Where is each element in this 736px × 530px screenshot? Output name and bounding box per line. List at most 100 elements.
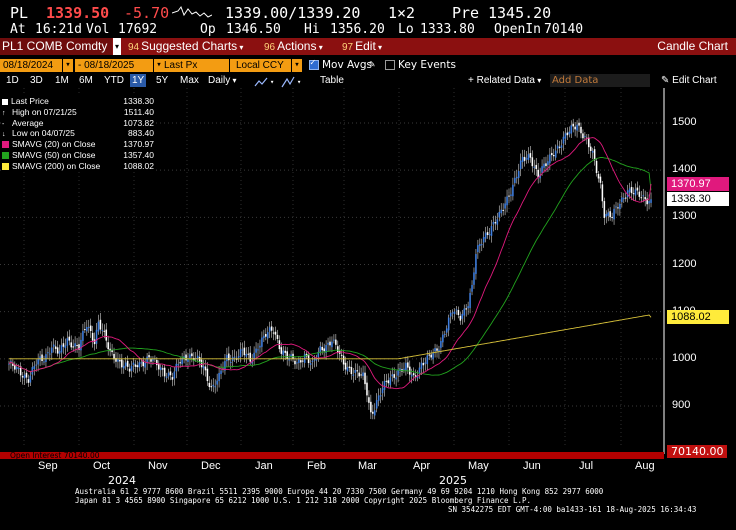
draw-tool-icon[interactable] xyxy=(281,74,295,88)
sma-50-line xyxy=(8,156,652,376)
period-3d[interactable]: 3D xyxy=(30,75,43,86)
candle-body xyxy=(646,198,648,205)
candle-body xyxy=(568,131,571,135)
edit-chart-label: Edit Chart xyxy=(672,75,717,86)
edit-chart-button[interactable]: ✎ Edit Chart xyxy=(661,74,717,87)
sma-20-line xyxy=(8,137,652,390)
candle-body xyxy=(445,328,448,333)
candle-body xyxy=(584,135,586,137)
candle-body xyxy=(644,197,646,200)
candle-body xyxy=(391,374,394,377)
suggested-charts-menu[interactable]: 94 Suggested Charts ▾ xyxy=(128,39,244,53)
ticker: PL xyxy=(10,4,29,22)
end-date-picker-icon[interactable]: ▾ xyxy=(154,59,164,72)
candle-body xyxy=(202,366,205,369)
field-select[interactable]: Last Px xyxy=(161,59,229,72)
mov-avgs-label[interactable]: Mov Avgs xyxy=(322,59,372,71)
legend-item: ↑ High on 07/21/25 xyxy=(2,106,77,117)
add-data-input[interactable] xyxy=(550,74,650,87)
candle-body xyxy=(333,339,335,341)
candle-body xyxy=(342,355,345,365)
start-date-field[interactable]: 08/18/2024 xyxy=(0,59,62,72)
year-2024: 2024 xyxy=(108,474,136,487)
candle-body xyxy=(175,363,178,372)
candle-body xyxy=(397,370,399,376)
candle-body xyxy=(97,321,100,332)
period-max[interactable]: Max xyxy=(180,75,199,86)
related-data-button[interactable]: + Related Data ▾ xyxy=(468,75,542,86)
candle-body xyxy=(537,169,539,178)
candle-body xyxy=(461,313,464,319)
legend-value: 1088.02 xyxy=(123,160,154,171)
legend-label: SMAVG (50) on Close xyxy=(12,150,96,160)
candle-body xyxy=(605,213,608,217)
end-date-field[interactable]: - 08/18/2025 xyxy=(75,59,153,72)
period-ytd[interactable]: YTD xyxy=(104,75,124,86)
edit-menu[interactable]: 97 Edit ▾ xyxy=(342,39,383,53)
draw-dropdown-icon[interactable]: ▾ xyxy=(297,78,302,86)
currency-dropdown-icon[interactable]: ▾ xyxy=(292,59,302,72)
period-1d[interactable]: 1D xyxy=(6,75,19,86)
candle-body xyxy=(395,377,397,380)
candle-body xyxy=(516,176,518,179)
footer-copyright: Japan 81 3 4565 8900 Singapore 65 6212 1… xyxy=(75,496,532,505)
actions-label: Actions xyxy=(277,39,317,53)
candle-body xyxy=(257,349,259,351)
period-5y[interactable]: 5Y xyxy=(156,75,169,86)
y-tick-label: 1300 xyxy=(672,210,697,223)
candle-body xyxy=(89,325,92,332)
actions-num: 96 xyxy=(264,42,276,53)
candle-body xyxy=(169,371,172,376)
candle-body xyxy=(144,362,146,368)
pencil-icon[interactable]: ✎ xyxy=(369,59,376,70)
line-chart-icon[interactable] xyxy=(254,74,268,87)
x-tick-label: Oct xyxy=(93,460,111,472)
mov-avgs-checkbox[interactable]: ✓ xyxy=(309,58,319,70)
candle-body xyxy=(101,330,104,332)
edit-num: 97 xyxy=(342,42,354,53)
legend-label: SMAVG (200) on Close xyxy=(12,160,101,171)
candle-body xyxy=(87,326,90,328)
security-field[interactable]: PL1 COMB Comdty xyxy=(0,38,112,55)
bid-ask-size: 1×2 xyxy=(388,4,416,22)
candle-body xyxy=(560,145,563,148)
candle-body xyxy=(514,177,516,184)
frequency-select[interactable]: Daily ▾ xyxy=(208,75,237,86)
candle-body xyxy=(601,184,604,202)
candle-body xyxy=(416,375,419,379)
period-6m[interactable]: 6M xyxy=(79,75,93,86)
period-1m[interactable]: 1M xyxy=(55,75,69,86)
security-dropdown-icon[interactable]: ▾ xyxy=(113,38,121,55)
candle-body xyxy=(80,339,82,351)
key-events-checkbox[interactable] xyxy=(385,60,395,70)
candle-body xyxy=(506,196,508,206)
open-label: Op xyxy=(200,22,216,37)
key-events-label[interactable]: Key Events xyxy=(398,59,456,71)
candle-body xyxy=(19,366,22,376)
actions-menu[interactable]: 96 Actions ▾ xyxy=(264,39,323,53)
price-chart[interactable] xyxy=(0,88,736,454)
candle-body xyxy=(442,334,444,343)
candle-body xyxy=(245,354,248,357)
start-date-picker-icon[interactable]: ▾ xyxy=(63,59,73,72)
suggested-label: Suggested Charts xyxy=(141,39,238,53)
candle-body xyxy=(479,243,481,247)
table-button[interactable]: Table xyxy=(320,75,344,86)
candle-body xyxy=(218,372,220,382)
period-1y[interactable]: 1Y xyxy=(130,74,147,87)
candle-body xyxy=(228,353,230,361)
candle-body xyxy=(480,244,483,246)
currency-select[interactable]: Local CCY xyxy=(233,59,291,72)
candle-body xyxy=(428,354,431,356)
candle-body xyxy=(290,354,292,357)
candle-body xyxy=(103,330,106,332)
candle-body xyxy=(459,315,462,321)
chart-type-title: Candle Chart xyxy=(657,39,728,53)
candle-body xyxy=(8,363,10,365)
legend-value: 883.40 xyxy=(128,128,154,139)
candle-body xyxy=(60,345,63,353)
candle-body xyxy=(84,329,86,331)
x-tick-label: Jul xyxy=(579,460,594,472)
chart-style-dropdown-icon[interactable]: ▾ xyxy=(270,78,275,86)
candle-body xyxy=(463,308,466,316)
